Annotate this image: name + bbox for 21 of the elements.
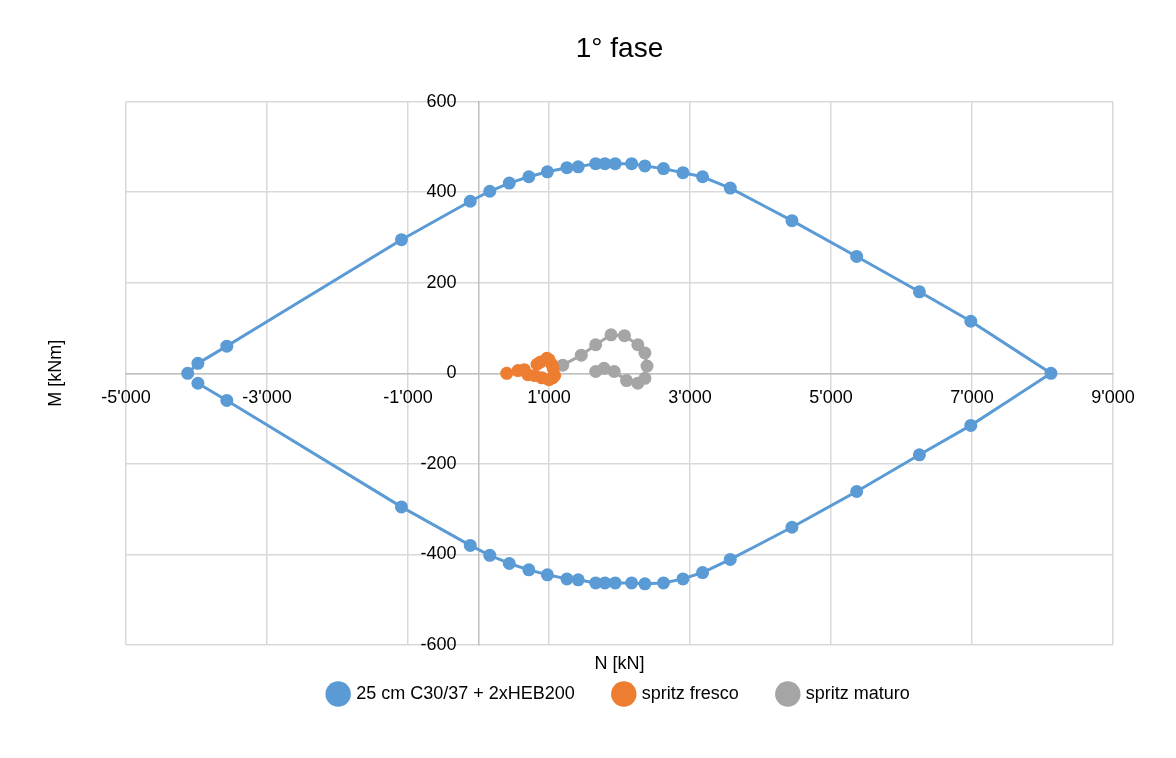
- legend-label: spritz maturo: [805, 682, 910, 703]
- x-tick-label: 5'000: [809, 387, 853, 408]
- legend-label: 25 cm C30/37 + 2xHEB200: [356, 682, 575, 703]
- legend-label: spritz fresco: [641, 682, 739, 703]
- chart-title: 1° fase: [575, 31, 664, 63]
- x-axis-title: N [kN]: [594, 652, 645, 673]
- y-tick-label: -600: [420, 633, 457, 654]
- y-tick-label: 0: [446, 362, 457, 383]
- x-tick-label: 3'000: [668, 387, 712, 408]
- x-tick-label: -5'000: [101, 387, 151, 408]
- y-axis-title: M [kNm]: [44, 339, 65, 407]
- y-tick-label: -200: [420, 452, 457, 473]
- y-tick-label: 400: [426, 181, 457, 202]
- x-tick-label: -1'000: [383, 387, 433, 408]
- y-tick-label: -400: [420, 543, 457, 564]
- y-tick-label: 200: [426, 271, 457, 292]
- x-tick-label: -3'000: [242, 387, 292, 408]
- x-tick-label: 9'000: [1091, 387, 1135, 408]
- x-tick-label: 1'000: [527, 387, 571, 408]
- y-tick-label: 600: [426, 90, 457, 111]
- x-tick-label: 7'000: [950, 387, 994, 408]
